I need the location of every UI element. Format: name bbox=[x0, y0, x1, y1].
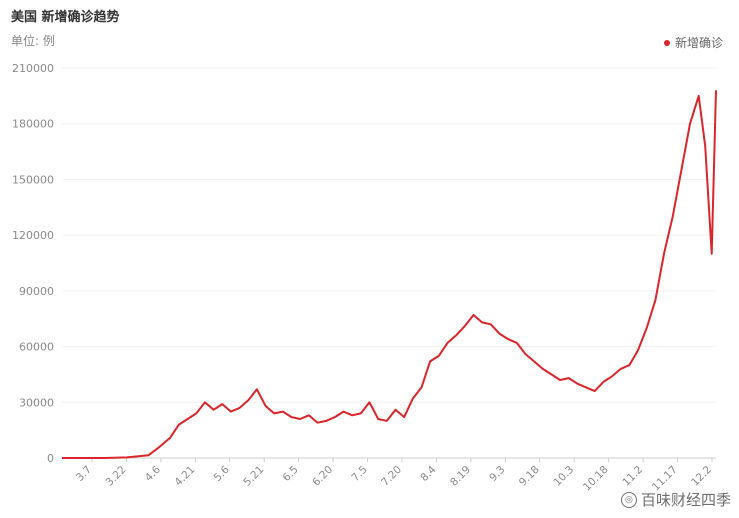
x-tick-label: 4.6 bbox=[143, 463, 164, 484]
y-tick-label: 0 bbox=[47, 452, 54, 465]
y-tick-label: 90000 bbox=[19, 285, 54, 298]
y-axis-ticks: 0 30000 60000 90000 120000 150000 180000 210000 bbox=[12, 62, 54, 465]
x-tick-label: 8.19 bbox=[448, 464, 473, 489]
legend-label: 新增确诊 bbox=[674, 36, 723, 50]
x-axis-ticks: 3.7 3.22 4.6 4.21 5.6 5.21 6.5 6.20 7.5 7.20 8.4 8.… bbox=[74, 458, 714, 493]
x-tick-label: 6.20 bbox=[310, 464, 335, 489]
x-tick-label: 7.5 bbox=[349, 464, 369, 484]
x-tick-label: 3.22 bbox=[104, 464, 129, 489]
x-tick-label: 11.2 bbox=[620, 464, 645, 489]
series-line-new-cases[interactable] bbox=[62, 90, 717, 459]
x-tick-label: 4.21 bbox=[172, 464, 197, 489]
x-tick-label: 10.18 bbox=[581, 464, 611, 494]
x-tick-label: 5.6 bbox=[212, 463, 233, 484]
y-tick-label: 120000 bbox=[12, 229, 54, 242]
watermark: ◎ 百味财经四季 bbox=[620, 489, 731, 510]
y-tick-label: 210000 bbox=[12, 62, 54, 75]
x-tick-label: 8.4 bbox=[418, 463, 439, 484]
y-tick-label: 60000 bbox=[19, 341, 54, 354]
x-tick-label: 5.21 bbox=[241, 464, 266, 489]
y-tick-label: 30000 bbox=[19, 396, 54, 409]
y-tick-label: 150000 bbox=[12, 173, 54, 186]
chart-title: 美国 新增确诊趋势 bbox=[11, 10, 120, 25]
x-tick-label: 9.18 bbox=[517, 464, 542, 489]
gridlines bbox=[62, 67, 716, 459]
weibo-icon: ◎ bbox=[620, 491, 637, 508]
x-tick-label: 3.7 bbox=[74, 464, 94, 484]
x-tick-label: 12.2 bbox=[689, 464, 714, 489]
legend[interactable]: 新增确诊 bbox=[663, 34, 723, 51]
x-tick-label: 6.5 bbox=[280, 464, 300, 484]
watermark-text: 百味财经四季 bbox=[640, 491, 731, 509]
x-tick-label: 10.3 bbox=[551, 464, 576, 489]
x-tick-label: 9.3 bbox=[487, 464, 507, 484]
y-tick-label: 180000 bbox=[12, 118, 54, 131]
x-tick-label: 7.20 bbox=[379, 464, 404, 489]
legend-marker bbox=[663, 39, 670, 46]
series-layer bbox=[62, 90, 717, 459]
unit-label: 单位: 例 bbox=[11, 34, 55, 48]
